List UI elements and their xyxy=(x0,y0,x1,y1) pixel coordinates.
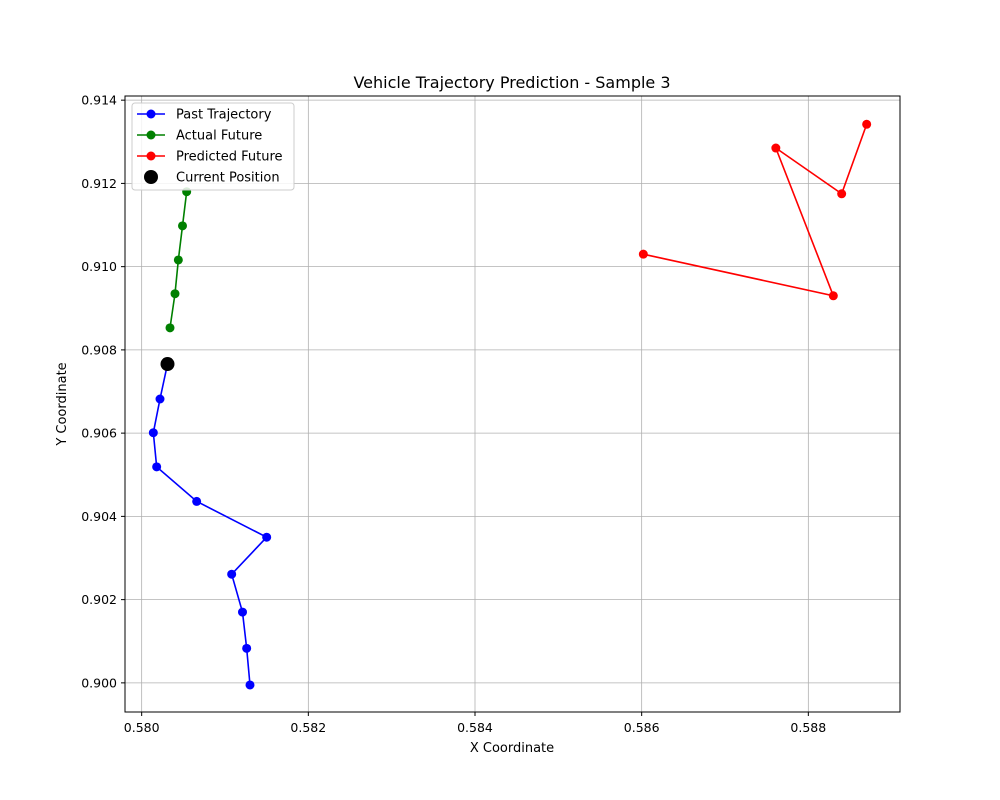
y-tick-label: 0.914 xyxy=(81,93,117,108)
axis-ticks: 0.580 0.582 0.584 0.586 0.588 0.900 0.902 0.904… xyxy=(81,93,826,735)
x-tick-label: 0.588 xyxy=(790,720,826,735)
current-position-point xyxy=(160,357,175,372)
legend-entry-actual-future: Actual Future xyxy=(137,129,262,144)
x-tick-label: 0.580 xyxy=(124,720,160,735)
actual-future-point xyxy=(170,289,180,299)
past-trajectory-point xyxy=(152,462,162,472)
predicted-future-point xyxy=(837,189,847,199)
x-tick-label: 0.582 xyxy=(290,720,326,735)
legend-label: Actual Future xyxy=(176,129,262,144)
past-trajectory-point xyxy=(242,643,252,653)
legend-entry-current-position: Current Position xyxy=(144,170,280,186)
past-trajectory-series xyxy=(148,359,272,690)
predicted-future-point xyxy=(828,291,838,301)
predicted-future-point xyxy=(638,249,648,259)
legend-marker xyxy=(146,130,156,140)
x-tick-label: 0.584 xyxy=(457,720,493,735)
plot-series xyxy=(148,119,872,690)
legend-label: Current Position xyxy=(176,171,280,186)
past-trajectory-point xyxy=(245,680,255,690)
actual-future-series xyxy=(165,187,192,333)
chart-title: Vehicle Trajectory Prediction - Sample 3 xyxy=(353,73,670,92)
past-trajectory-point xyxy=(227,569,237,579)
actual-future-point xyxy=(165,323,175,333)
legend-box xyxy=(131,102,295,191)
y-tick-label: 0.912 xyxy=(81,176,117,191)
legend: Past Trajectory Actual Future Predicted Fu… xyxy=(131,102,295,191)
y-tick-label: 0.906 xyxy=(81,426,117,441)
x-tick-label: 0.586 xyxy=(624,720,660,735)
legend-entry-past-trajectory: Past Trajectory xyxy=(137,108,272,123)
legend-entry-predicted-future: Predicted Future xyxy=(137,150,283,165)
y-tick-label: 0.900 xyxy=(81,675,117,690)
legend-label: Predicted Future xyxy=(176,150,283,165)
past-trajectory-point xyxy=(148,428,158,438)
y-tick-label: 0.908 xyxy=(81,342,117,357)
current-position-series xyxy=(160,357,175,372)
predicted-future-point xyxy=(862,119,872,129)
past-trajectory-point xyxy=(192,496,202,506)
legend-marker xyxy=(146,151,156,161)
grid-lines xyxy=(125,96,900,712)
past-trajectory-point xyxy=(262,532,272,542)
plot-frame xyxy=(124,95,901,713)
past-trajectory-line xyxy=(152,363,268,686)
past-trajectory-point xyxy=(155,394,165,404)
y-axis-label: Y Coordinate xyxy=(55,362,70,446)
legend-label: Past Trajectory xyxy=(176,108,272,123)
y-tick-label: 0.904 xyxy=(81,509,117,524)
y-tick-label: 0.910 xyxy=(81,259,117,274)
x-axis-label: X Coordinate xyxy=(470,741,554,756)
predicted-future-series xyxy=(638,119,872,301)
legend-marker xyxy=(144,170,158,184)
predicted-future-point xyxy=(771,143,781,153)
legend-marker xyxy=(146,109,156,119)
actual-future-point xyxy=(178,221,187,231)
past-trajectory-point xyxy=(238,607,247,617)
actual-future-point xyxy=(173,255,183,265)
y-tick-label: 0.902 xyxy=(81,592,117,607)
